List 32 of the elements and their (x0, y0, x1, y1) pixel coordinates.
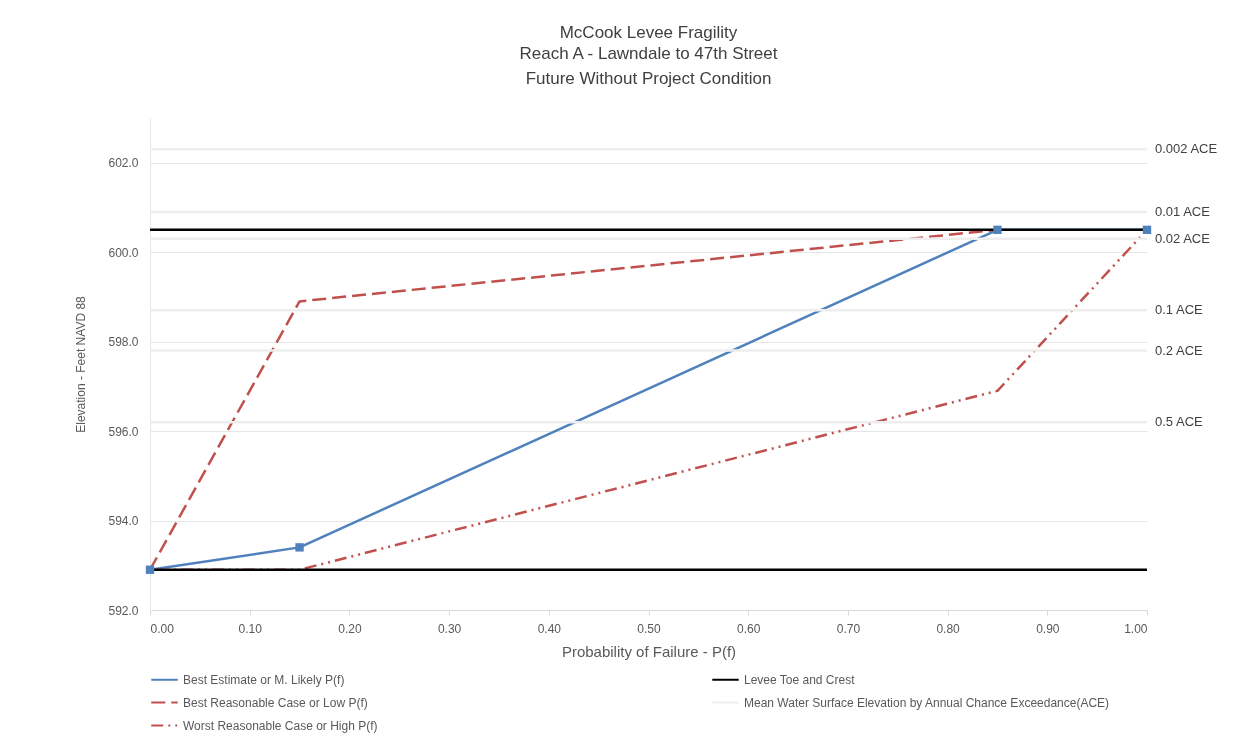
legend-label: Best Reasonable Case or Low P(f) (183, 695, 368, 710)
x-tick-label: 0.00 (150, 621, 175, 636)
ref-line-label: 0.2 ACE (1155, 342, 1204, 358)
ref-line-label: 0.5 ACE (1155, 414, 1204, 430)
x-axis-title: Probability of Failure - P(f) (561, 642, 737, 660)
ref-line-label: 0.01 ACE (1155, 203, 1211, 219)
x-tick-label: 0.90 (1036, 621, 1060, 636)
x-tick-label: 0.20 (338, 621, 362, 636)
chart-subtitle: Reach A - Lawndale to 47th Street Future Without Project Condition (519, 44, 778, 88)
legend-label: Mean Water Surface Elevation by Annual Chance Exceedance(ACE) (744, 695, 1110, 710)
y-tick-label: 592.0 (108, 603, 139, 618)
ref-line-label: 0.1 ACE (1155, 302, 1204, 318)
y-tick-label: 596.0 (108, 424, 139, 439)
annotation: 0.002 ACE (1155, 141, 1218, 157)
x-tick-label: 0.50 (637, 621, 661, 636)
y-tick-label: 598.0 (108, 335, 139, 350)
legend-label: Best Estimate or M. Likely P(f) (183, 672, 345, 687)
y-tick-label: 594.0 (108, 514, 139, 529)
y-tick-label: 600.0 (108, 245, 139, 260)
x-tick-label: 0.60 (737, 621, 761, 636)
legend-label: Levee Toe and Crest (744, 672, 856, 687)
y-tick-label: 602.0 (108, 156, 139, 171)
x-tick-label: 0.70 (836, 621, 861, 636)
x-tick-label: 0.40 (537, 621, 562, 636)
x-tick-label: 0.80 (936, 621, 961, 636)
legend-label: Worst Reasonable Case or High P(f) (183, 718, 378, 733)
x-tick-label: 0.30 (437, 621, 462, 636)
y-axis-title: Elevation - Feet NAVD 88 (74, 295, 89, 433)
chart-title: McCook Levee Fragility (559, 23, 738, 42)
x-tick-label: 1.00 (1124, 621, 1148, 636)
ref-line-label: 0.02 ACE (1155, 230, 1211, 246)
x-tick-label: 0.10 (238, 621, 263, 636)
